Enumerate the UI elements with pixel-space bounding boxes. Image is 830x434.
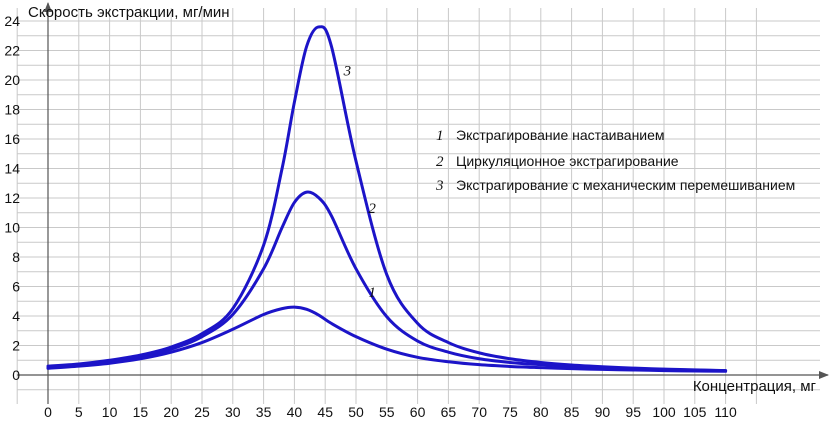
legend-number-3: 3 <box>435 178 444 194</box>
x-tick-label: 30 <box>225 404 241 420</box>
y-tick-label: 12 <box>4 190 20 206</box>
curve-number-labels: 1 2 3 <box>343 64 377 301</box>
x-tick-label: 60 <box>410 404 426 420</box>
x-tick-label: 20 <box>163 404 179 420</box>
x-tick-label: 40 <box>287 404 303 420</box>
legend-number-1: 1 <box>436 128 444 144</box>
y-tick-label: 16 <box>4 131 20 147</box>
y-tick-label: 0 <box>12 367 20 383</box>
y-tick-label: 14 <box>4 161 20 177</box>
axes <box>17 2 829 404</box>
x-axis-title: Концентрация, мг <box>693 378 817 395</box>
curve-label-1: 1 <box>368 285 376 301</box>
legend-label-3: Экстрагирование с механическим перемешив… <box>456 177 795 193</box>
gridlines <box>16 8 820 404</box>
x-tick-label: 0 <box>44 404 52 420</box>
legend-label-2: Циркуляционное экстрагирование <box>456 153 679 169</box>
series-lines <box>46 25 728 373</box>
x-tick-label: 95 <box>625 404 641 420</box>
x-tick-label: 5 <box>75 404 83 420</box>
series-line-1 <box>46 305 728 373</box>
x-tick-label: 75 <box>502 404 518 420</box>
legend: 1 Экстрагирование настаиванием 2 Циркуля… <box>435 127 795 194</box>
x-tick-label: 25 <box>194 404 210 420</box>
x-tick-label: 15 <box>133 404 149 420</box>
y-tick-label: 10 <box>4 220 20 236</box>
y-tick-label: 4 <box>12 308 20 324</box>
x-tick-label: 45 <box>317 404 333 420</box>
legend-number-2: 2 <box>436 154 444 170</box>
y-tick-label: 8 <box>12 249 20 265</box>
x-tick-label: 65 <box>441 404 457 420</box>
legend-label-1: Экстрагирование настаиванием <box>456 127 665 143</box>
curve-label-2: 2 <box>368 201 376 217</box>
y-tick-label: 6 <box>12 279 20 295</box>
y-axis-title: Скорость экстракции, мг/мин <box>28 4 230 21</box>
x-tick-label: 90 <box>595 404 611 420</box>
x-tick-label: 110 <box>714 404 737 420</box>
series-line-3 <box>46 25 728 373</box>
x-tick-label: 70 <box>471 404 487 420</box>
x-tick-label: 105 <box>683 404 707 420</box>
x-tick-label: 85 <box>564 404 580 420</box>
curve-label-3: 3 <box>343 64 352 80</box>
y-tick-label: 24 <box>4 13 20 29</box>
tick-labels: 0 5 10 15 20 25 30 35 40 45 50 55 60 65 70 75 80 85 90 95 10… <box>4 13 737 420</box>
x-tick-label: 35 <box>256 404 272 420</box>
y-tick-label: 2 <box>12 338 20 354</box>
x-tick-label: 50 <box>348 404 364 420</box>
y-tick-label: 22 <box>4 43 20 59</box>
x-tick-label: 55 <box>379 404 395 420</box>
x-tick-label: 80 <box>533 404 549 420</box>
y-tick-label: 20 <box>4 72 20 88</box>
x-tick-label: 100 <box>652 404 676 420</box>
x-tick-label: 10 <box>102 404 118 420</box>
y-tick-label: 18 <box>4 102 20 118</box>
